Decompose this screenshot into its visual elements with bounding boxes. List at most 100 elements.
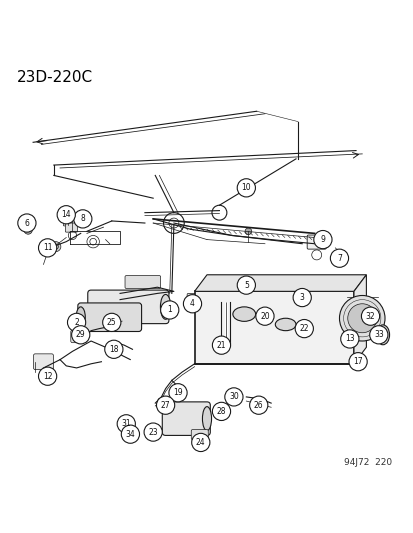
FancyBboxPatch shape bbox=[65, 223, 77, 232]
Circle shape bbox=[335, 251, 340, 256]
Circle shape bbox=[166, 305, 176, 315]
Ellipse shape bbox=[123, 417, 133, 424]
Text: 21: 21 bbox=[216, 341, 225, 350]
Text: 3: 3 bbox=[299, 293, 304, 302]
Ellipse shape bbox=[275, 318, 295, 330]
Text: 17: 17 bbox=[352, 357, 362, 366]
Text: 22: 22 bbox=[299, 324, 308, 333]
FancyBboxPatch shape bbox=[306, 235, 325, 249]
Text: 2: 2 bbox=[74, 318, 79, 327]
Circle shape bbox=[212, 336, 230, 354]
Text: 27: 27 bbox=[160, 401, 170, 410]
Circle shape bbox=[24, 226, 32, 234]
Text: 6: 6 bbox=[24, 219, 29, 228]
Text: 24: 24 bbox=[195, 438, 205, 447]
Ellipse shape bbox=[229, 392, 238, 398]
Circle shape bbox=[330, 249, 348, 268]
FancyBboxPatch shape bbox=[217, 289, 233, 303]
Text: 25: 25 bbox=[107, 318, 116, 327]
Text: 11: 11 bbox=[43, 244, 52, 252]
Circle shape bbox=[51, 241, 61, 252]
Circle shape bbox=[237, 276, 255, 294]
Ellipse shape bbox=[244, 289, 252, 296]
Circle shape bbox=[249, 396, 267, 414]
Circle shape bbox=[183, 295, 201, 313]
Text: 30: 30 bbox=[228, 392, 238, 401]
Text: 34: 34 bbox=[125, 430, 135, 439]
Ellipse shape bbox=[76, 307, 85, 328]
Circle shape bbox=[237, 179, 255, 197]
Ellipse shape bbox=[160, 294, 171, 319]
Ellipse shape bbox=[375, 325, 389, 345]
Circle shape bbox=[74, 210, 92, 228]
Text: 5: 5 bbox=[243, 281, 248, 289]
FancyBboxPatch shape bbox=[125, 276, 160, 288]
Polygon shape bbox=[353, 275, 366, 364]
Circle shape bbox=[121, 425, 139, 443]
Ellipse shape bbox=[216, 408, 226, 415]
Circle shape bbox=[57, 206, 75, 224]
Text: 9: 9 bbox=[320, 235, 325, 244]
Text: 32: 32 bbox=[365, 312, 375, 321]
FancyBboxPatch shape bbox=[162, 402, 210, 435]
Circle shape bbox=[255, 307, 273, 325]
Circle shape bbox=[349, 342, 354, 347]
Circle shape bbox=[294, 319, 313, 338]
Circle shape bbox=[244, 228, 251, 235]
Text: 33: 33 bbox=[373, 330, 383, 340]
Circle shape bbox=[340, 330, 358, 348]
Circle shape bbox=[313, 230, 331, 249]
Text: 26: 26 bbox=[253, 401, 263, 410]
Circle shape bbox=[104, 340, 123, 358]
Ellipse shape bbox=[202, 407, 211, 431]
Text: 94J72  220: 94J72 220 bbox=[343, 458, 391, 467]
Text: 13: 13 bbox=[344, 334, 354, 343]
FancyBboxPatch shape bbox=[191, 430, 208, 440]
Circle shape bbox=[38, 239, 57, 257]
FancyBboxPatch shape bbox=[158, 399, 172, 409]
Circle shape bbox=[169, 384, 187, 402]
FancyBboxPatch shape bbox=[187, 293, 201, 305]
Text: 1: 1 bbox=[167, 305, 172, 314]
Circle shape bbox=[292, 288, 311, 306]
Text: 20: 20 bbox=[259, 312, 269, 321]
Text: 28: 28 bbox=[216, 407, 225, 416]
Circle shape bbox=[144, 423, 162, 441]
Text: 18: 18 bbox=[109, 345, 118, 354]
FancyBboxPatch shape bbox=[78, 303, 141, 332]
Circle shape bbox=[71, 326, 90, 344]
Circle shape bbox=[348, 353, 366, 371]
Circle shape bbox=[38, 367, 57, 385]
Text: 23: 23 bbox=[148, 427, 158, 437]
Text: 12: 12 bbox=[43, 372, 52, 381]
FancyBboxPatch shape bbox=[33, 354, 53, 369]
Circle shape bbox=[212, 402, 230, 421]
Text: 8: 8 bbox=[80, 214, 85, 223]
Text: 7: 7 bbox=[336, 254, 341, 263]
Circle shape bbox=[160, 301, 178, 319]
Text: 19: 19 bbox=[173, 388, 183, 397]
Polygon shape bbox=[194, 292, 353, 364]
Circle shape bbox=[347, 304, 376, 333]
Text: 10: 10 bbox=[241, 183, 251, 192]
Text: 14: 14 bbox=[61, 210, 71, 219]
Circle shape bbox=[67, 313, 85, 332]
Polygon shape bbox=[194, 275, 366, 292]
Ellipse shape bbox=[232, 307, 255, 321]
Circle shape bbox=[339, 295, 384, 341]
FancyBboxPatch shape bbox=[88, 290, 169, 324]
Text: 23D-220C: 23D-220C bbox=[17, 70, 93, 85]
Circle shape bbox=[224, 388, 242, 406]
Text: 31: 31 bbox=[121, 419, 131, 429]
FancyBboxPatch shape bbox=[63, 215, 81, 226]
FancyBboxPatch shape bbox=[71, 330, 86, 343]
Circle shape bbox=[102, 313, 121, 332]
Circle shape bbox=[191, 433, 209, 451]
Circle shape bbox=[156, 396, 174, 414]
Text: 29: 29 bbox=[76, 330, 85, 340]
Circle shape bbox=[361, 307, 379, 325]
Ellipse shape bbox=[378, 328, 386, 342]
Text: 4: 4 bbox=[190, 299, 195, 308]
Circle shape bbox=[18, 214, 36, 232]
Circle shape bbox=[82, 220, 89, 227]
